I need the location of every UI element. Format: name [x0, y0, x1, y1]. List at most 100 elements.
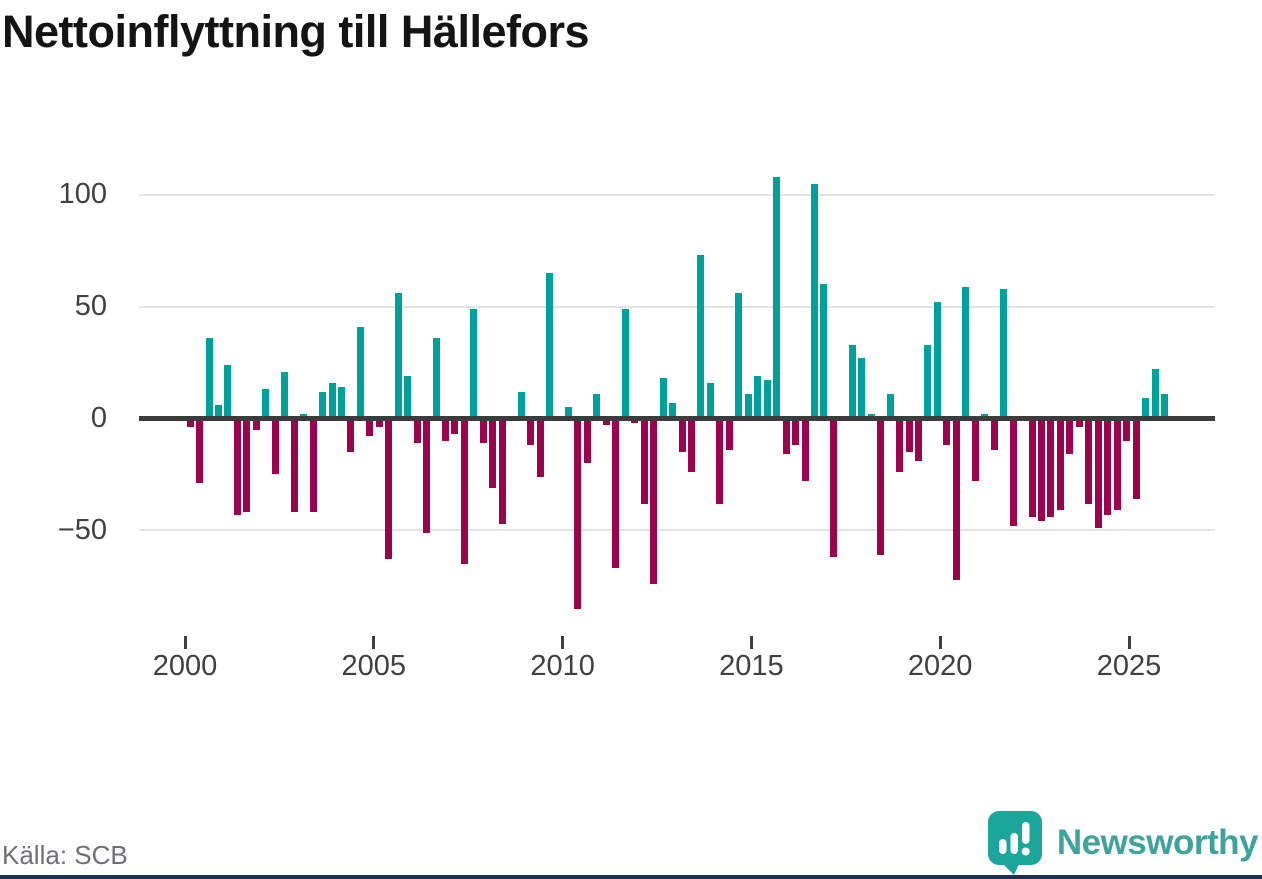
chart-bar-2011Q2 — [612, 418, 620, 569]
chart-bar-2000Q1 — [186, 418, 194, 428]
chart-bar-2016Q1 — [792, 418, 800, 446]
chart-bar-2019Q1 — [905, 418, 913, 453]
x-axis-label-2005: 2005 — [341, 650, 407, 682]
chart-bar-2021Q2 — [990, 418, 998, 450]
chart-bar-2021Q3 — [1000, 288, 1008, 419]
chart-bar-2022Q3 — [1038, 418, 1045, 522]
x-axis-label-2000: 2000 — [152, 650, 218, 682]
chart-bar-2002Q4 — [290, 418, 298, 513]
chart-title: Nettoinflyttning till Hällefors — [2, 6, 590, 57]
x-axis-label-2015: 2015 — [719, 650, 784, 682]
y-axis-label-50: 50 — [74, 290, 107, 323]
x-axis-tick-2015 — [749, 636, 753, 649]
chart-bar-2011Q3 — [621, 308, 629, 419]
chart-bar-2006Q3 — [432, 337, 440, 419]
gridline-y-50 — [139, 529, 1215, 532]
chart-bar-2009Q1 — [527, 418, 535, 446]
chart-bar-2015Q1 — [754, 375, 762, 419]
chart-bar-2010Q4 — [593, 393, 601, 419]
chart-bar-2020Q2 — [952, 418, 960, 580]
chart-bar-2023Q3 — [1075, 418, 1083, 428]
chart-bar-2005Q1 — [375, 418, 383, 428]
chart-bar-2024Q1 — [1094, 418, 1102, 529]
chart-bar-2019Q4 — [933, 302, 941, 419]
x-axis-tick-2010 — [561, 636, 565, 649]
chart-bar-2021Q4 — [1009, 418, 1017, 526]
x-axis-tick-2000 — [183, 636, 187, 649]
x-axis-label-2025: 2025 — [1096, 650, 1162, 682]
bottom-accent-strip — [0, 875, 1262, 879]
chart-bar-2007Q4 — [479, 418, 487, 444]
newsworthy-wordmark: Newsworthy — [1056, 823, 1259, 862]
chart-bar-2022Q2 — [1028, 418, 1036, 517]
chart-bar-2025Q3 — [1151, 369, 1159, 419]
chart-bar-2012Q3 — [659, 378, 667, 419]
chart-bar-2002Q2 — [271, 418, 279, 475]
chart-bar-2018Q4 — [896, 418, 904, 473]
x-axis-tick-2025 — [1127, 636, 1131, 649]
chart-bar-2000Q3 — [205, 337, 213, 419]
chart-bar-2012Q1 — [640, 418, 648, 504]
chart-bar-2024Q2 — [1104, 418, 1112, 515]
chart-bar-2022Q4 — [1047, 418, 1055, 517]
source-attribution: Källa: SCB — [2, 840, 128, 870]
x-axis-tick-2020 — [938, 636, 942, 649]
chart-bar-2024Q3 — [1113, 418, 1121, 511]
chart-bar-2013Q3 — [697, 255, 705, 419]
gridline-y50 — [139, 305, 1215, 308]
chart-bar-2007Q3 — [470, 308, 478, 419]
chart-bar-2002Q1 — [262, 389, 270, 419]
chart-bar-2005Q2 — [385, 418, 393, 560]
chart-bar-2014Q3 — [735, 293, 743, 419]
chart-bar-2000Q4 — [214, 405, 222, 419]
chart-bar-2014Q2 — [725, 418, 733, 450]
chart-bar-2024Q4 — [1123, 418, 1131, 441]
chart-bar-2020Q3 — [962, 286, 970, 419]
newsworthy-logo: Newsworthy — [987, 810, 1259, 876]
chart-bar-2019Q2 — [915, 418, 923, 461]
chart-bar-2016Q4 — [820, 284, 828, 419]
chart-bar-2009Q3 — [546, 273, 554, 419]
chart-bar-2023Q2 — [1066, 418, 1074, 455]
chart-bar-2018Q2 — [877, 418, 885, 555]
chart-bar-2004Q4 — [366, 418, 374, 437]
chart-bar-2008Q1 — [489, 418, 497, 488]
chart-bar-2009Q2 — [536, 418, 544, 477]
chart-bar-2011Q1 — [602, 418, 610, 426]
chart-bar-2001Q3 — [243, 418, 251, 513]
chart-bar-2020Q4 — [971, 418, 979, 482]
y-axis-label--50: −50 — [57, 513, 107, 546]
chart-bar-2020Q1 — [943, 418, 951, 446]
chart-bar-2014Q4 — [744, 393, 752, 419]
chart-bar-2005Q3 — [394, 293, 402, 419]
newsworthy-bubble-chart-icon — [987, 810, 1043, 876]
chart-bar-2012Q2 — [650, 418, 658, 585]
chart-bar-2004Q2 — [347, 418, 355, 453]
chart-bar-2001Q1 — [224, 364, 232, 419]
y-axis-label-0: 0 — [90, 402, 107, 434]
chart-bar-2003Q2 — [309, 418, 317, 513]
chart-bar-2008Q2 — [498, 418, 506, 524]
chart-bar-2001Q2 — [233, 418, 241, 515]
chart-bar-2006Q2 — [423, 418, 431, 533]
chart-bar-2010Q1 — [565, 407, 572, 419]
chart-bar-2000Q2 — [196, 418, 204, 484]
chart-bar-2006Q4 — [442, 418, 450, 441]
chart-bar-2005Q4 — [404, 375, 412, 419]
chart-bar-2017Q1 — [829, 418, 837, 558]
chart-bar-2017Q4 — [858, 358, 866, 419]
gridline-y100 — [139, 193, 1215, 196]
chart-bar-2002Q3 — [281, 371, 289, 419]
chart-bar-2019Q3 — [924, 344, 932, 419]
chart-bar-2007Q1 — [451, 418, 459, 435]
chart-bar-2013Q1 — [678, 418, 686, 453]
chart-bar-2025Q1 — [1132, 418, 1140, 500]
chart-bar-2016Q2 — [801, 418, 809, 482]
chart-bar-2023Q4 — [1085, 418, 1093, 504]
x-axis-label-2010: 2010 — [530, 650, 595, 682]
chart-bar-2003Q4 — [328, 382, 336, 419]
chart-bar-2013Q2 — [687, 418, 695, 473]
chart-bar-2013Q4 — [706, 382, 714, 419]
chart-bar-2015Q4 — [782, 418, 790, 455]
